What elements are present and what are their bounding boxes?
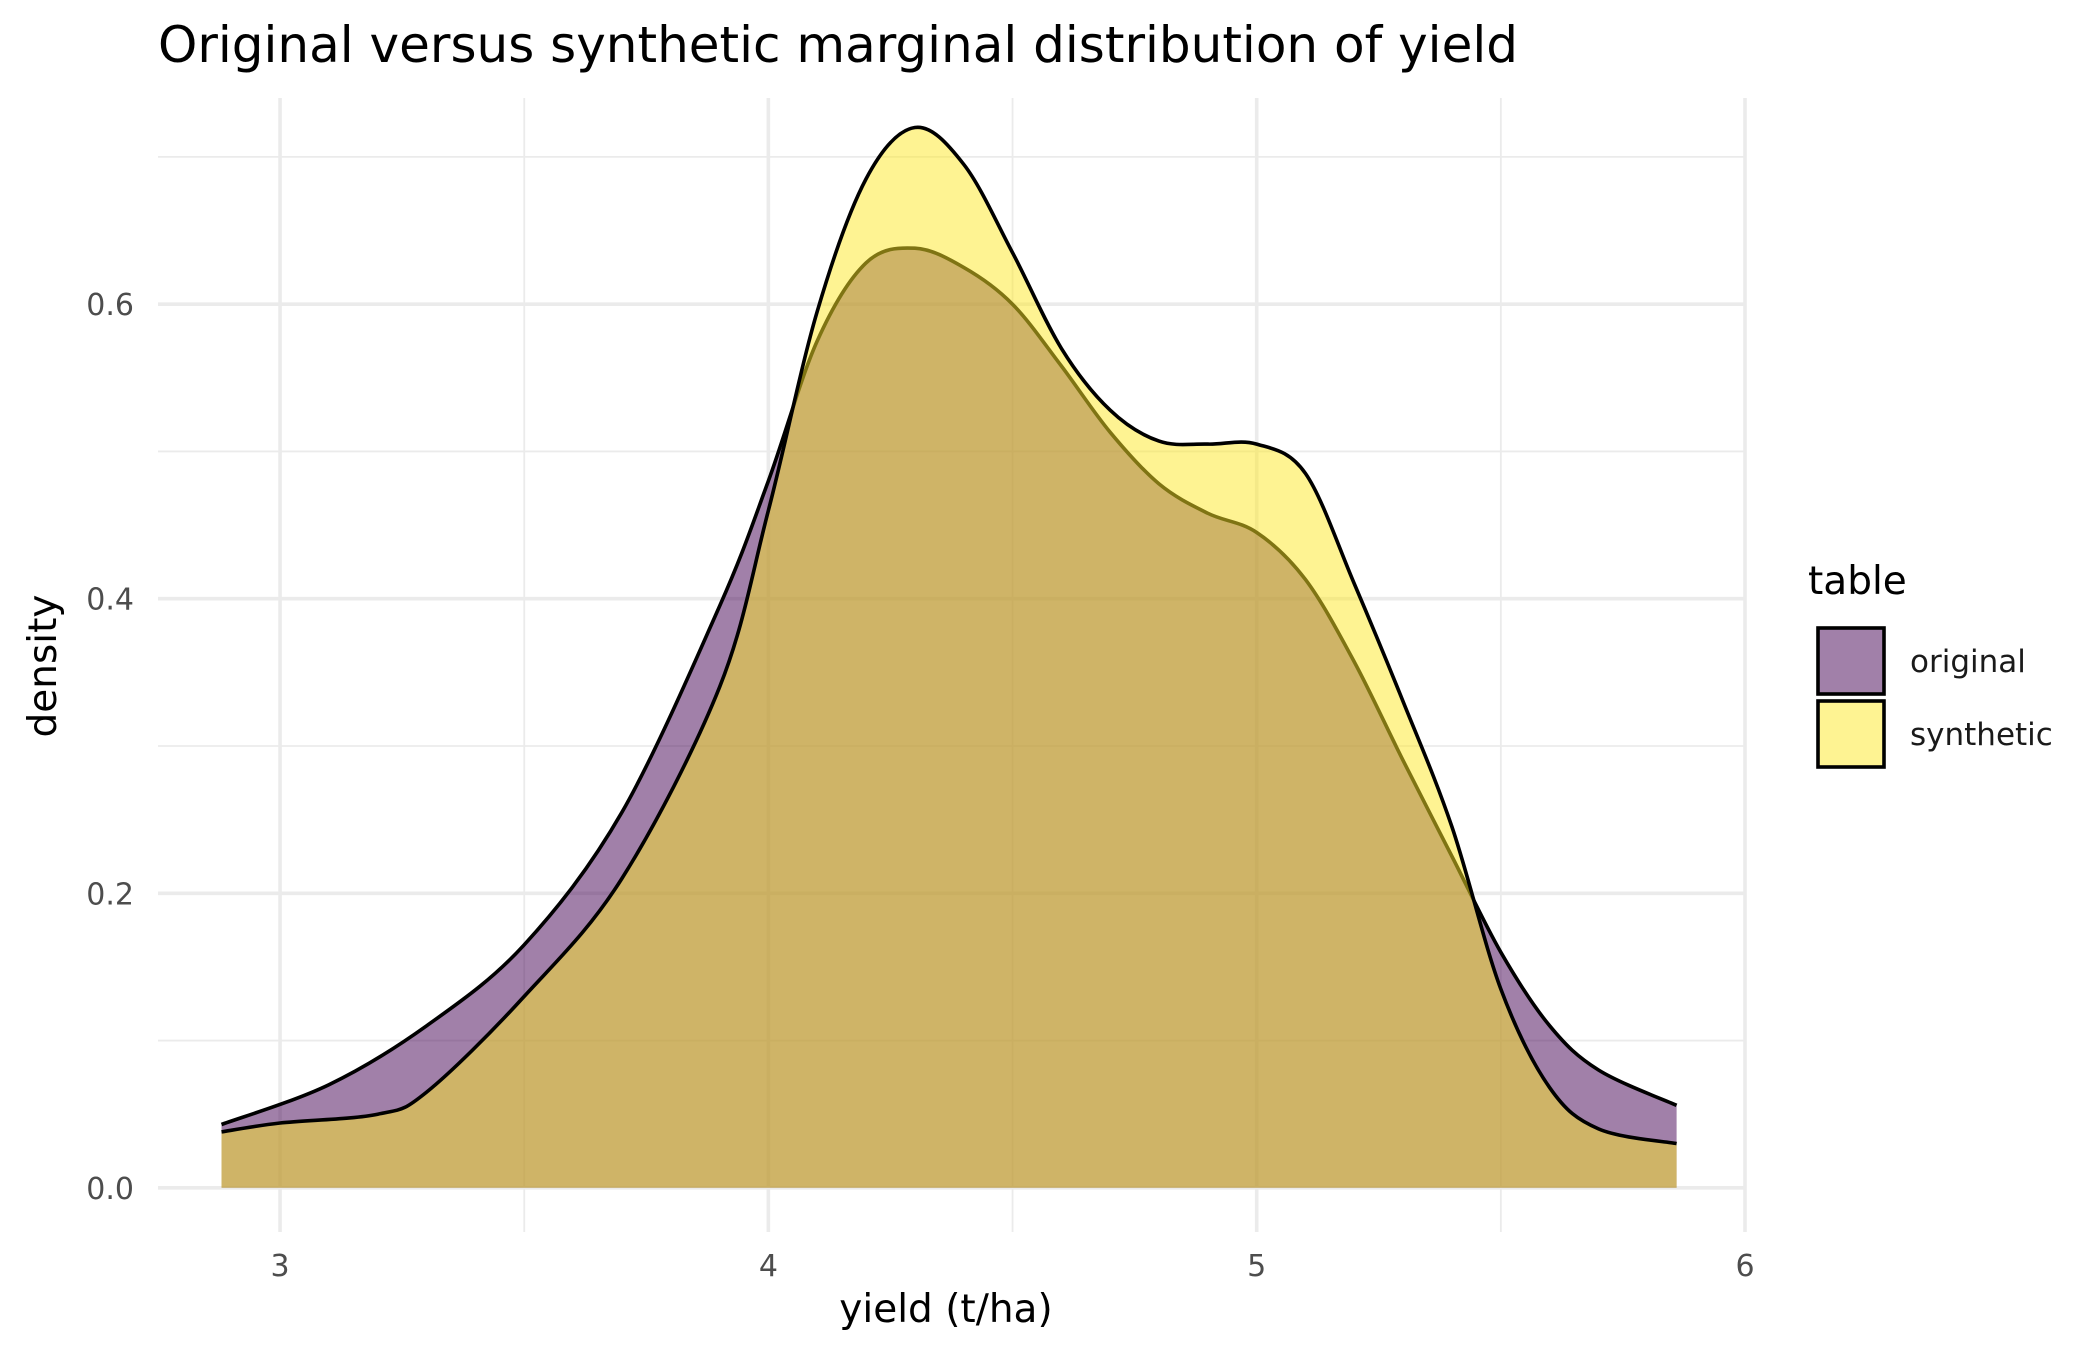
y-axis-title: density <box>21 595 66 738</box>
x-tick-label: 5 <box>1247 1249 1266 1284</box>
x-axis-tick-labels: 3 4 5 6 <box>271 1249 1755 1284</box>
density-area-synthetic <box>221 127 1677 1188</box>
y-tick-label: 0.4 <box>86 583 134 618</box>
density-areas <box>220 125 1678 1188</box>
y-tick-label: 0.2 <box>86 877 134 912</box>
y-tick-label: 0.0 <box>86 1172 134 1207</box>
chart-title: Original versus synthetic marginal distr… <box>158 16 1518 74</box>
x-axis-title: yield (t/ha) <box>839 1287 1052 1332</box>
legend: table original synthetic <box>1808 559 2053 769</box>
legend-items: original synthetic <box>1816 626 2053 769</box>
y-axis-tick-labels: 0.0 0.2 0.4 0.6 <box>86 288 134 1207</box>
density-outline-synthetic <box>221 125 1677 1146</box>
x-tick-label: 3 <box>271 1249 290 1284</box>
x-tick-label: 6 <box>1735 1249 1754 1284</box>
legend-label-original: original <box>1910 644 2026 680</box>
legend-title: table <box>1808 559 1907 604</box>
y-tick-label: 0.6 <box>86 288 134 323</box>
legend-key-synthetic <box>1816 699 1886 769</box>
x-tick-label: 4 <box>759 1249 778 1284</box>
legend-key-original <box>1816 626 1886 696</box>
legend-label-synthetic: synthetic <box>1910 717 2053 753</box>
